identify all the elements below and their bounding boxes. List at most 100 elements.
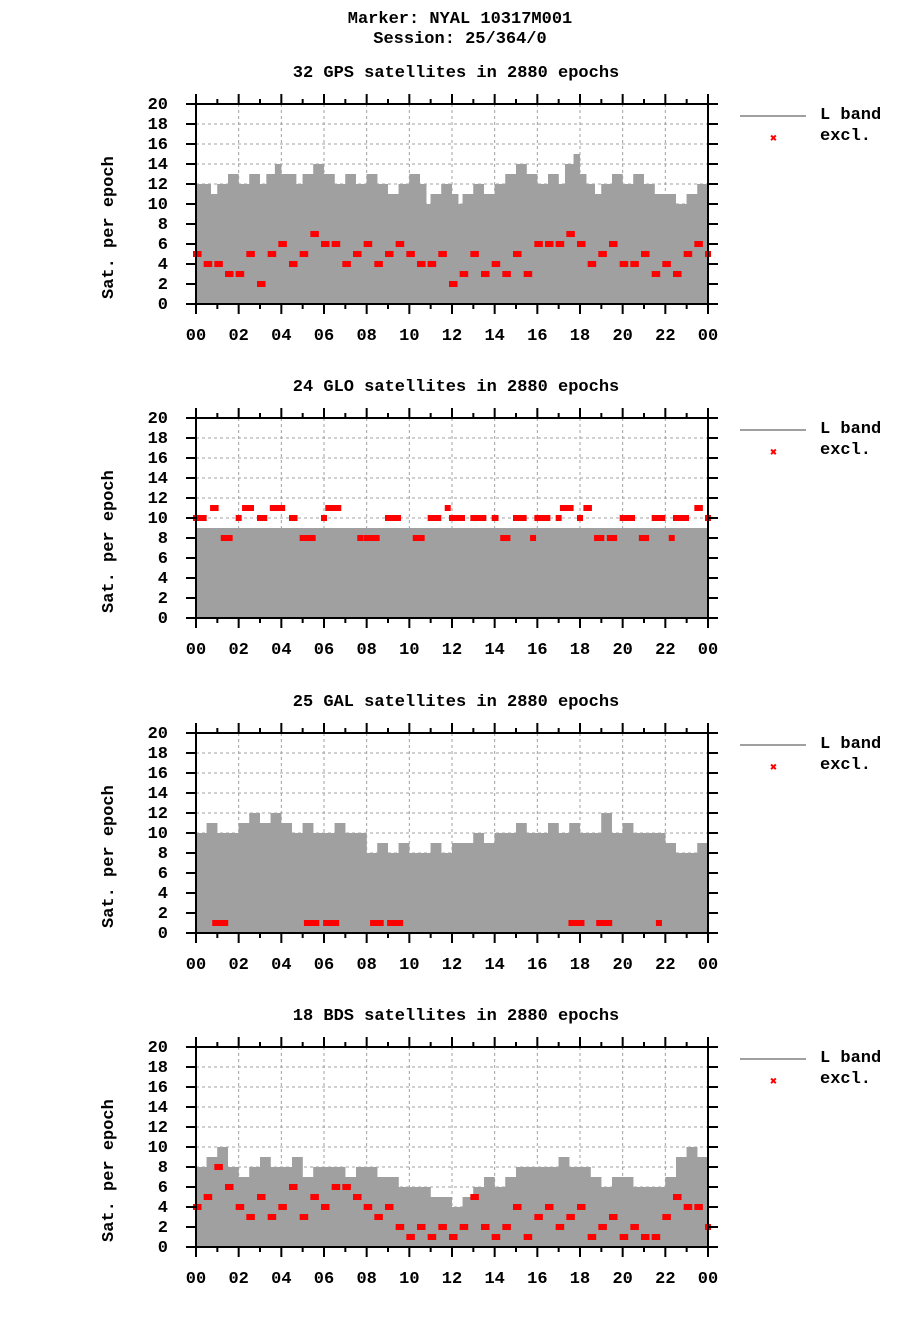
- excl-marker: [694, 505, 703, 511]
- excl-marker: [269, 505, 286, 511]
- x-tick-label: 02: [228, 327, 248, 346]
- cross-marker-icon: ✖: [770, 132, 778, 146]
- excl-marker: [481, 271, 490, 277]
- y-tick-label: 4: [158, 1199, 168, 1218]
- excl-marker: [299, 1214, 309, 1220]
- excl-marker: [513, 1204, 522, 1210]
- y-tick-label: 18: [148, 430, 168, 449]
- excl-marker: [267, 251, 277, 257]
- y-tick-label: 18: [148, 1059, 168, 1078]
- excl-marker: [374, 1214, 383, 1220]
- excl-marker: [193, 515, 207, 521]
- excl-marker: [289, 515, 298, 521]
- line-swatch-icon: [740, 115, 806, 117]
- legend-label: L band: [820, 420, 882, 439]
- x-tick-label: 10: [399, 956, 419, 975]
- excl-marker: [673, 271, 682, 277]
- legend-label: excl.: [820, 127, 872, 146]
- chart-title: 18 BDS satellites in 2880 epochs: [292, 1007, 620, 1026]
- excl-marker: [449, 515, 465, 521]
- excl-marker: [555, 241, 565, 247]
- excl-marker: [470, 1194, 479, 1200]
- chart-title: 24 GLO satellites in 2880 epochs: [292, 378, 620, 397]
- excl-marker: [363, 535, 380, 541]
- y-tick-label: 14: [148, 785, 168, 804]
- excl-marker: [220, 535, 233, 541]
- excl-marker: [203, 261, 213, 267]
- excl-marker: [321, 515, 327, 521]
- excl-marker: [387, 920, 404, 926]
- excl-marker: [459, 1224, 469, 1230]
- excl-marker: [662, 261, 671, 267]
- line-swatch-icon: [740, 429, 806, 431]
- y-tick-label: 8: [158, 530, 168, 549]
- x-tick-label: 02: [228, 956, 248, 975]
- excl-marker: [630, 1224, 639, 1230]
- excl-marker: [212, 920, 229, 926]
- excl-marker: [523, 271, 533, 277]
- excl-marker: [214, 1164, 223, 1170]
- excl-marker: [257, 1194, 266, 1200]
- y-tick-label: 14: [148, 1099, 168, 1118]
- y-tick-label: 10: [148, 196, 168, 215]
- excl-marker: [246, 1214, 255, 1220]
- x-tick-label: 04: [271, 641, 291, 660]
- excl-marker: [619, 515, 636, 521]
- excl-marker: [619, 1234, 629, 1240]
- excl-marker: [683, 1204, 693, 1210]
- session-title: Session: 25/364/0: [373, 30, 547, 49]
- x-tick-label: 20: [612, 956, 632, 975]
- y-tick-label: 6: [158, 236, 168, 255]
- excl-marker: [406, 251, 415, 257]
- excl-marker: [353, 1194, 362, 1200]
- y-tick-label: 16: [148, 450, 168, 469]
- y-tick-label: 20: [148, 96, 168, 115]
- x-tick-label: 04: [271, 1270, 291, 1289]
- excl-marker: [427, 1234, 437, 1240]
- cross-marker-icon: ✖: [770, 1075, 778, 1089]
- excl-marker: [587, 1234, 597, 1240]
- chart-title: 25 GAL satellites in 2880 epochs: [292, 693, 620, 712]
- y-tick-label: 16: [148, 1079, 168, 1098]
- legend-label: excl.: [820, 441, 872, 460]
- cross-marker-icon: ✖: [770, 446, 778, 460]
- x-tick-label: 22: [655, 327, 675, 346]
- y-tick-label: 0: [158, 1239, 168, 1258]
- x-tick-label: 14: [484, 327, 504, 346]
- excl-marker: [214, 261, 223, 267]
- x-tick-label: 12: [442, 641, 462, 660]
- excl-marker: [577, 515, 583, 521]
- excl-marker: [481, 1224, 490, 1230]
- y-tick-label: 18: [148, 745, 168, 764]
- excl-marker: [417, 261, 426, 267]
- excl-marker: [203, 1194, 213, 1200]
- y-tick-label: 4: [158, 570, 168, 589]
- x-tick-label: 20: [612, 1270, 632, 1289]
- y-tick-label: 6: [158, 550, 168, 569]
- legend-label: L band: [820, 735, 882, 754]
- y-tick-label: 14: [148, 156, 168, 175]
- x-tick-label: 00: [186, 1270, 206, 1289]
- y-tick-label: 20: [148, 1039, 168, 1058]
- lband-area-overlay: [196, 528, 708, 618]
- y-tick-label: 8: [158, 216, 168, 235]
- excl-marker: [500, 535, 511, 541]
- excl-marker: [444, 505, 451, 511]
- excl-marker: [555, 515, 562, 521]
- y-tick-label: 2: [158, 1219, 168, 1238]
- y-tick-label: 16: [148, 765, 168, 784]
- excl-marker: [193, 1204, 202, 1210]
- excl-marker: [598, 1224, 607, 1230]
- excl-marker: [559, 505, 574, 511]
- x-tick-label: 20: [612, 641, 632, 660]
- excl-marker: [662, 1214, 671, 1220]
- y-tick-label: 20: [148, 725, 168, 744]
- excl-marker: [502, 271, 511, 277]
- x-tick-label: 18: [570, 327, 590, 346]
- excl-marker: [655, 920, 662, 926]
- x-tick-label: 16: [527, 327, 547, 346]
- y-tick-label: 0: [158, 296, 168, 315]
- excl-marker: [303, 920, 320, 926]
